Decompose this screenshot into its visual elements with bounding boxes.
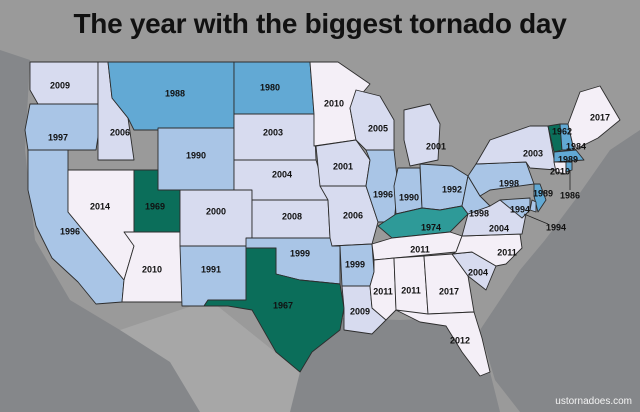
state-year-label-ga: 2017 bbox=[439, 286, 459, 296]
state-year-label-mi: 2001 bbox=[426, 141, 446, 151]
state-year-label-nc: 2011 bbox=[497, 247, 517, 257]
state-ga bbox=[423, 253, 475, 315]
state-year-label-mt: 1988 bbox=[165, 88, 185, 98]
state-year-label-va: 2004 bbox=[489, 223, 509, 233]
state-year-label-mn: 2010 bbox=[324, 98, 344, 108]
state-year-label-ky: 1974 bbox=[421, 222, 441, 232]
state-year-label-oh: 1992 bbox=[442, 184, 462, 194]
state-year-label-nh: 1984 bbox=[566, 141, 586, 151]
state-year-label-nj: 1989 bbox=[533, 188, 553, 198]
state-year-label-ne: 2004 bbox=[272, 169, 292, 179]
state-year-label-sc: 2004 bbox=[468, 267, 488, 277]
mexico-land bbox=[120, 300, 300, 412]
state-year-label-wy: 1990 bbox=[186, 150, 206, 160]
state-year-label-in: 1990 bbox=[399, 192, 419, 202]
state-year-label-fl: 2012 bbox=[450, 335, 470, 345]
state-year-label-ma: 1989 bbox=[558, 154, 578, 164]
state-year-label-md: 1994 bbox=[546, 222, 566, 232]
state-de bbox=[529, 199, 537, 213]
state-year-label-mo: 2006 bbox=[343, 210, 363, 220]
state-year-label-wi: 2005 bbox=[368, 123, 388, 133]
state-year-label-az: 2010 bbox=[142, 264, 162, 274]
pacific-ocean bbox=[0, 50, 230, 412]
map-title: The year with the biggest tornado day bbox=[73, 8, 567, 39]
state-year-label-ia: 2001 bbox=[333, 161, 353, 171]
state-fl bbox=[395, 309, 491, 377]
state-year-label-id: 2006 bbox=[110, 127, 130, 137]
state-year-label-ca: 1996 bbox=[60, 226, 80, 236]
state-year-label-de: 1994 bbox=[510, 204, 530, 214]
state-year-label-ct: 2010 bbox=[550, 166, 570, 176]
state-ct bbox=[553, 161, 567, 175]
state-year-label-al: 2011 bbox=[401, 285, 421, 295]
leader-line-md bbox=[523, 213, 549, 225]
atlantic-ocean bbox=[480, 130, 640, 412]
state-year-label-pa: 1998 bbox=[499, 178, 519, 188]
state-year-label-co: 2000 bbox=[206, 206, 226, 216]
state-in bbox=[393, 167, 423, 215]
state-year-label-ri: 1986 bbox=[560, 190, 580, 200]
state-year-label-sd: 2003 bbox=[263, 127, 283, 137]
state-year-label-il: 1996 bbox=[373, 189, 393, 199]
state-year-label-ut: 1969 bbox=[145, 201, 165, 211]
state-year-label-wa: 2009 bbox=[50, 80, 70, 90]
state-year-label-la: 2009 bbox=[350, 306, 370, 316]
state-year-label-nm: 1991 bbox=[201, 264, 221, 274]
state-year-label-ks: 2008 bbox=[282, 211, 302, 221]
state-nm bbox=[179, 245, 247, 307]
gulf-of-mexico bbox=[270, 318, 500, 412]
state-wv bbox=[461, 175, 491, 215]
state-year-label-wv: 1998 bbox=[469, 208, 489, 218]
state-md bbox=[499, 197, 531, 219]
state-year-label-me: 2017 bbox=[590, 112, 610, 122]
state-year-label-ny: 2003 bbox=[523, 148, 543, 158]
state-year-label-tn: 2011 bbox=[410, 244, 430, 254]
state-year-label-ok: 1999 bbox=[290, 248, 310, 258]
state-ma bbox=[553, 149, 585, 163]
state-tx bbox=[203, 247, 345, 373]
state-year-label-tx: 1967 bbox=[273, 300, 293, 310]
state-or bbox=[24, 103, 101, 151]
state-mi bbox=[403, 103, 441, 167]
state-nj bbox=[533, 183, 547, 213]
state-year-label-nd: 1980 bbox=[260, 82, 280, 92]
state-year-label-vt: 1962 bbox=[552, 126, 572, 136]
state-year-label-nv: 2014 bbox=[90, 201, 110, 211]
source-credit: ustornadoes.com bbox=[555, 396, 632, 407]
state-year-label-ar: 1999 bbox=[345, 259, 365, 269]
state-year-label-ms: 2011 bbox=[373, 286, 393, 296]
state-ny bbox=[475, 125, 557, 171]
state-co bbox=[179, 189, 253, 247]
state-year-label-or: 1997 bbox=[48, 132, 68, 142]
state-ri bbox=[565, 161, 573, 173]
